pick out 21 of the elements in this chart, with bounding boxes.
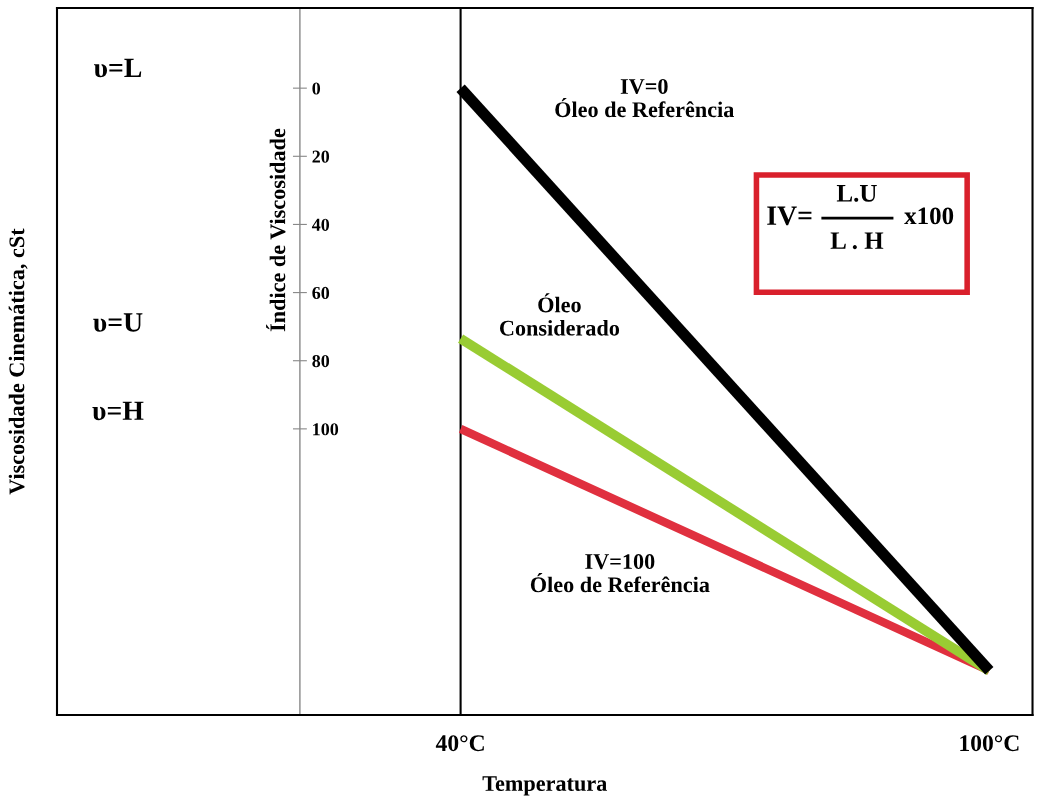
annotation: x100: [904, 207, 954, 225]
y-tick-label: 80: [312, 354, 330, 368]
annotation: L.U: [836, 185, 877, 202]
annotation: IV=0 Óleo de Referência: [555, 78, 735, 118]
y-tick-label: 0: [312, 82, 321, 95]
y-tick-label: 100: [313, 423, 339, 436]
annotation: IV=100 Óleo de Referência: [530, 554, 710, 593]
x-tick-label: 100°C: [960, 735, 1019, 752]
annotation: IV=: [767, 206, 812, 226]
annotation: υ=L: [93, 58, 142, 78]
annotation: υ=H: [92, 401, 144, 421]
x-axis-title: Temperatura: [482, 776, 607, 796]
x-tick-label: 40°C: [435, 735, 484, 752]
y-tick-label: 20: [312, 150, 330, 163]
y-tick-label: 60: [312, 286, 330, 300]
annotation: Óleo Considerado: [499, 293, 620, 336]
y-axis-title: Índice de Viscosidade: [266, 128, 286, 332]
annotation: υ=U: [93, 313, 143, 332]
y-tick-label: 40: [311, 218, 330, 231]
annotation: L . H: [830, 232, 884, 250]
text: Viscosidade Cinemática, cSt: [8, 228, 28, 495]
